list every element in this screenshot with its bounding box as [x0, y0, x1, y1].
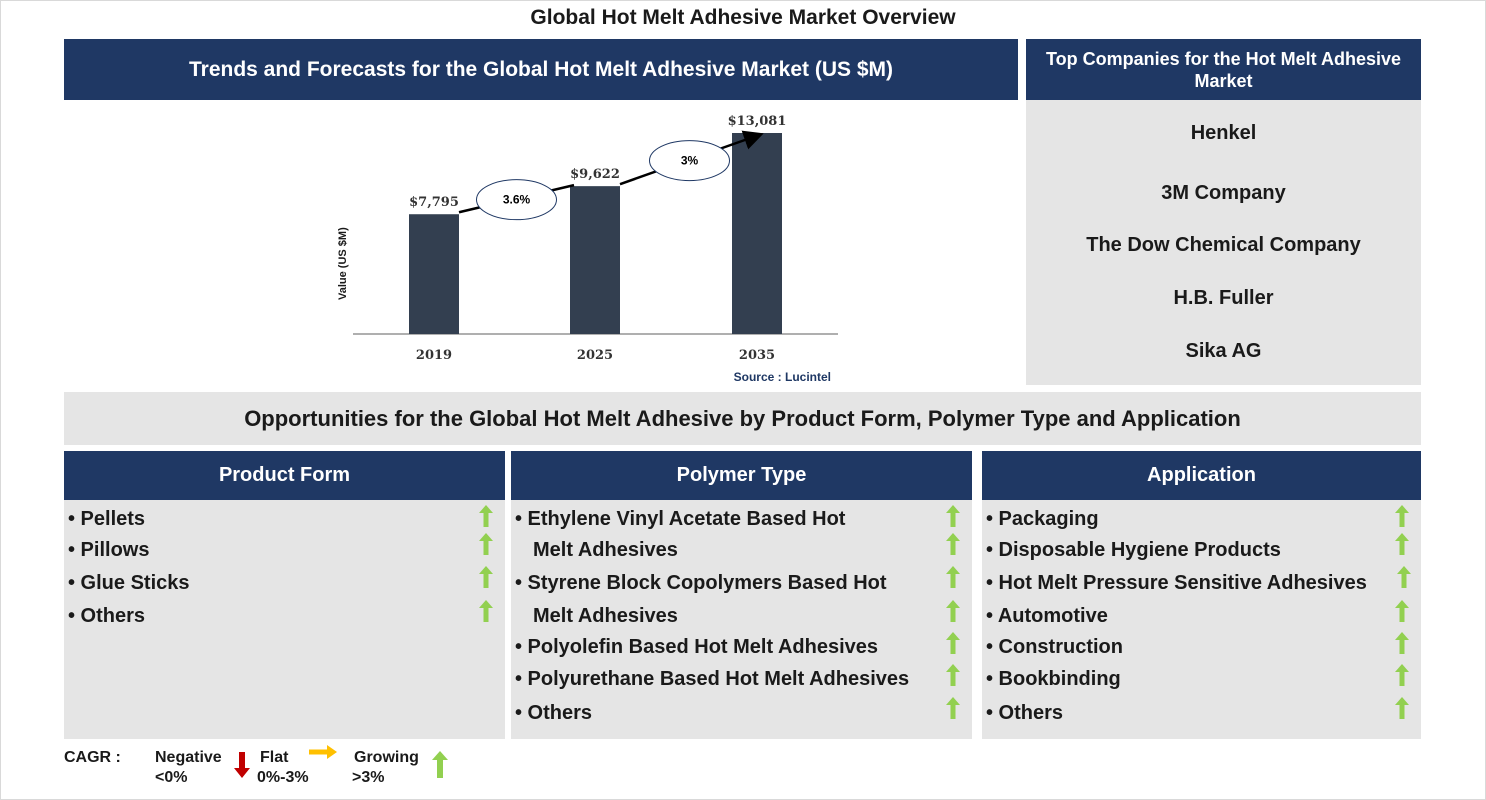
- segment-item: • Packaging: [986, 508, 1099, 530]
- bar: [570, 186, 620, 334]
- legend-flat-label: Flat: [260, 749, 289, 766]
- segment-header-polymer-type: Polymer Type: [511, 451, 972, 500]
- growing-arrow-icon: [1397, 566, 1411, 588]
- legend-negative-label: Negative: [155, 749, 222, 766]
- segment-item: • Hot Melt Pressure Sensitive Adhesives: [986, 572, 1367, 594]
- growing-arrow-icon: [479, 566, 493, 588]
- segment-item: • Others: [515, 702, 593, 724]
- growing-arrow-icon: [432, 751, 448, 778]
- segment-item: • Pellets: [68, 508, 146, 530]
- growing-arrow-icon: [946, 600, 960, 622]
- growing-arrow-icon: [946, 664, 960, 686]
- bar-value-label: $9,622: [570, 167, 620, 182]
- segment-item: • Disposable Hygiene Products: [986, 539, 1281, 561]
- legend-growing-range: >3%: [352, 769, 385, 786]
- legend-growing-label: Growing: [354, 749, 419, 766]
- cagr-bubble: [649, 140, 730, 182]
- growing-arrow-icon: [479, 505, 493, 527]
- market-bar-chart: $7,795 2019 $9,622 2025 $13,081 2035 3.6% 3% Va…: [337, 114, 838, 384]
- chart-source: Source : Lucintel: [734, 370, 831, 384]
- segment-item: • Others: [986, 702, 1064, 724]
- segment-item: • Polyolefin Based Hot Melt Adhesives: [515, 636, 879, 658]
- x-tick-label: 2019: [416, 348, 452, 363]
- company-item: Sika AG: [1185, 340, 1262, 362]
- company-item: The Dow Chemical Company: [1086, 234, 1361, 256]
- growing-arrow-icon: [1395, 632, 1409, 654]
- cagr-bubble: [476, 179, 557, 221]
- y-axis-label: Value (US $M): [337, 227, 349, 300]
- growing-arrow-icon: [946, 566, 960, 588]
- opportunities-header: Opportunities for the Global Hot Melt Ad…: [64, 392, 1421, 445]
- page-title: Global Hot Melt Adhesive Market Overview: [530, 6, 956, 29]
- segment-item: Melt Adhesives: [533, 539, 678, 561]
- bar: [732, 133, 782, 334]
- negative-arrow-icon: [234, 752, 250, 778]
- segment-header-product-form: Product Form: [64, 451, 505, 500]
- growing-arrow-icon: [946, 697, 960, 719]
- growing-arrow-icon: [1395, 600, 1409, 622]
- company-item: 3M Company: [1161, 182, 1286, 204]
- segment-item: • Pillows: [68, 539, 150, 561]
- growing-arrow-icon: [479, 533, 493, 555]
- company-item: H.B. Fuller: [1173, 287, 1274, 309]
- segment-body-product-form: • Pellets • Pillows • Glue Sticks • Othe…: [64, 500, 505, 739]
- company-item: Henkel: [1190, 122, 1257, 144]
- growing-arrow-icon: [479, 600, 493, 622]
- legend-cagr-label: CAGR :: [64, 749, 121, 766]
- growing-arrow-icon: [946, 632, 960, 654]
- growing-arrow-icon: [1395, 533, 1409, 555]
- segment-item: • Glue Sticks: [68, 572, 190, 594]
- legend-negative-range: <0%: [155, 769, 188, 786]
- bar: [409, 214, 459, 334]
- segment-item: • Automotive: [986, 605, 1108, 627]
- segment-item: • Polyurethane Based Hot Melt Adhesives: [515, 668, 910, 690]
- legend-flat-range: 0%-3%: [257, 769, 309, 786]
- growing-arrow-icon: [1395, 664, 1409, 686]
- segment-body-polymer-type: • Ethylene Vinyl Acetate Based Hot Melt …: [511, 500, 972, 739]
- segment-item: • Others: [68, 605, 146, 627]
- segment-header-application: Application: [982, 451, 1421, 500]
- flat-arrow-icon: [309, 745, 337, 759]
- growing-arrow-icon: [1395, 505, 1409, 527]
- segment-item: • Styrene Block Copolymers Based Hot: [515, 572, 887, 594]
- bar-value-label: $7,795: [409, 195, 459, 210]
- companies-header: Top Companies for the Hot Melt Adhesive …: [1026, 39, 1421, 100]
- x-tick-label: 2035: [739, 348, 775, 363]
- growing-arrow-icon: [946, 533, 960, 555]
- chart-header: Trends and Forecasts for the Global Hot …: [64, 39, 1018, 100]
- segment-item: • Bookbinding: [986, 668, 1121, 690]
- companies-list: Henkel 3M Company The Dow Chemical Compa…: [1026, 100, 1421, 385]
- segment-item: • Construction: [986, 636, 1123, 658]
- cagr-label: 3%: [681, 154, 699, 168]
- growing-arrow-icon: [1395, 697, 1409, 719]
- segment-item: Melt Adhesives: [533, 605, 678, 627]
- x-tick-label: 2025: [577, 348, 613, 363]
- cagr-label: 3.6%: [503, 193, 531, 207]
- bar-value-label: $13,081: [728, 114, 787, 129]
- segment-item: • Ethylene Vinyl Acetate Based Hot: [515, 508, 846, 530]
- growing-arrow-icon: [946, 505, 960, 527]
- segment-body-application: • Packaging • Disposable Hygiene Product…: [982, 500, 1421, 739]
